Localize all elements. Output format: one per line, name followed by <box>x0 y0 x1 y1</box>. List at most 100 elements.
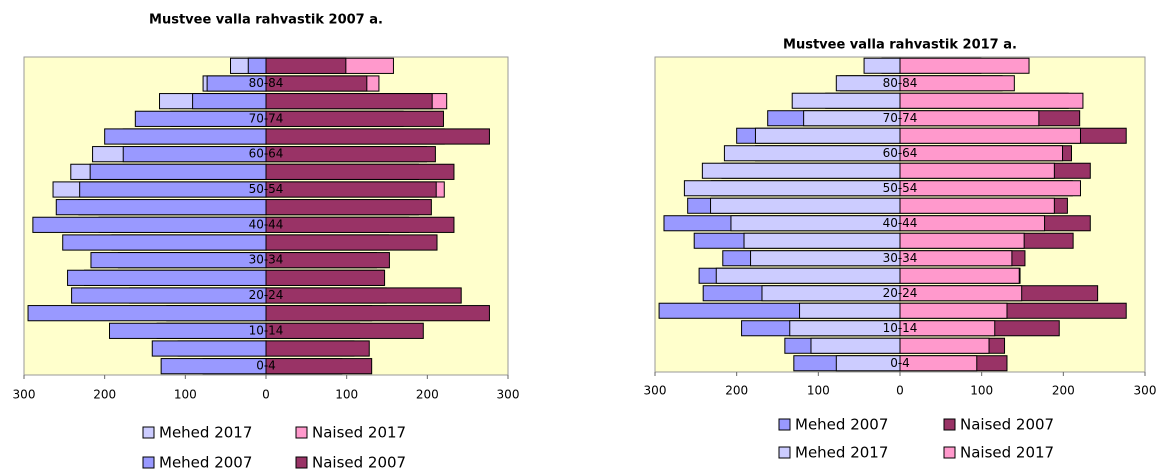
category-label: 80-84 <box>883 76 918 90</box>
bar <box>791 92 901 109</box>
bar <box>899 302 1008 319</box>
legend-label: Naised 2017 <box>960 444 1054 462</box>
x-tick-label: 100 <box>335 388 358 402</box>
legend-swatch <box>142 426 155 439</box>
bar <box>265 322 424 339</box>
bar <box>134 110 267 127</box>
bar <box>265 305 490 322</box>
bar <box>715 267 901 284</box>
bar <box>701 162 901 179</box>
bar <box>265 146 436 163</box>
category-label: 60-64 <box>883 146 918 160</box>
bar <box>683 180 901 197</box>
bar <box>265 358 373 375</box>
bar <box>899 337 990 354</box>
category-label: 70-74 <box>883 111 918 125</box>
bar <box>90 252 267 269</box>
legend-label: Mehed 2007 <box>159 454 252 472</box>
bar <box>899 267 1020 284</box>
bar <box>62 234 267 251</box>
category-label: 40-44 <box>883 216 918 230</box>
bar <box>55 199 267 216</box>
category-label: 30-34 <box>883 251 918 265</box>
bar <box>899 250 1013 267</box>
legend-label: Mehed 2017 <box>159 424 252 442</box>
bar <box>265 234 438 251</box>
category-label: 20-24 <box>883 286 918 300</box>
x-tick-label: 100 <box>970 384 993 398</box>
legend-swatch <box>295 426 308 439</box>
bar <box>265 199 432 216</box>
x-tick-label: 200 <box>93 388 116 402</box>
bar <box>67 269 267 286</box>
bar <box>89 163 267 180</box>
legend-swatch <box>778 418 791 431</box>
bar <box>265 269 386 286</box>
bar <box>723 145 901 162</box>
bar <box>104 128 267 145</box>
category-label: 60-64 <box>249 147 284 161</box>
category-label: 0-4 <box>256 359 276 373</box>
category-label: 0-4 <box>890 356 910 370</box>
x-tick-label: 300 <box>13 388 36 402</box>
bar <box>899 57 1030 74</box>
x-tick-label: 0 <box>262 388 270 402</box>
bar <box>899 285 1023 302</box>
plot-area <box>23 56 509 376</box>
bar <box>754 127 901 144</box>
bar <box>265 75 368 92</box>
bar <box>265 128 490 145</box>
category-label: 70-74 <box>249 111 284 125</box>
legend-label: Naised 2007 <box>960 416 1054 434</box>
bar <box>899 110 1040 127</box>
legend-swatch <box>943 418 956 431</box>
bar <box>899 232 1025 249</box>
bar <box>799 302 901 319</box>
bar <box>810 337 901 354</box>
bar <box>265 57 347 74</box>
bar <box>265 163 455 180</box>
bar <box>899 92 1084 109</box>
bar <box>265 181 437 198</box>
chart-title: Mustvee valla rahvastik 2017 a. <box>783 38 1017 53</box>
bar <box>265 93 433 110</box>
legend-swatch <box>943 446 956 459</box>
category-label: 10-14 <box>249 323 284 337</box>
x-tick-label: 200 <box>725 384 748 398</box>
x-tick-label: 0 <box>896 384 904 398</box>
legend-label: Naised 2007 <box>312 454 406 472</box>
bar <box>79 181 267 198</box>
bar <box>899 197 1055 214</box>
bar <box>863 57 901 74</box>
bar <box>899 75 1015 92</box>
bar <box>109 322 267 339</box>
category-label: 40-44 <box>249 217 284 231</box>
bar <box>160 358 267 375</box>
bar <box>899 320 996 337</box>
legend-label: Mehed 2007 <box>795 416 888 434</box>
category-label: 20-24 <box>249 288 284 302</box>
bar <box>899 127 1081 144</box>
category-label: 50-54 <box>249 182 284 196</box>
bar <box>761 285 901 302</box>
x-tick-label: 100 <box>807 384 830 398</box>
x-tick-label: 300 <box>1134 384 1157 398</box>
bar <box>899 180 1081 197</box>
bar <box>899 355 978 372</box>
chart-title: Mustvee valla rahvastik 2007 a. <box>149 13 383 28</box>
x-tick-label: 100 <box>174 388 197 402</box>
bar <box>743 232 901 249</box>
category-label: 50-54 <box>883 181 918 195</box>
bar <box>265 287 462 304</box>
bar <box>32 216 267 233</box>
category-label: 80-84 <box>249 76 284 90</box>
bar <box>710 197 901 214</box>
legend-swatch <box>295 456 308 469</box>
legend-label: Mehed 2017 <box>795 444 888 462</box>
legend-swatch <box>142 456 155 469</box>
category-label: 30-34 <box>249 253 284 267</box>
bar <box>899 162 1055 179</box>
bar <box>265 340 370 357</box>
x-tick-label: 200 <box>1052 384 1075 398</box>
